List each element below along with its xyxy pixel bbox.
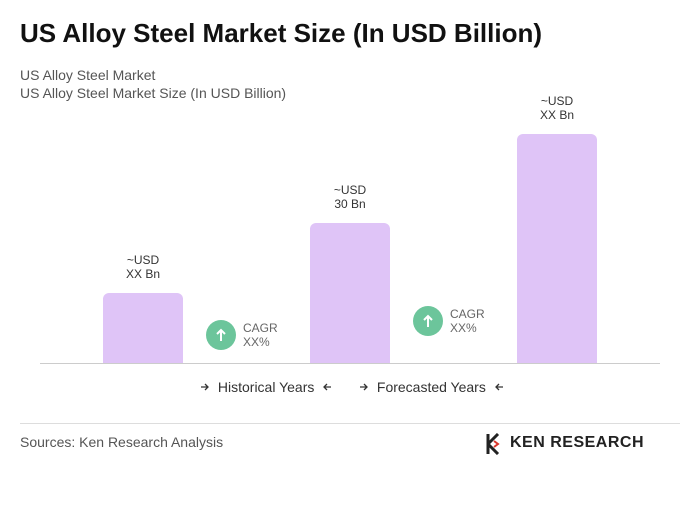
separator	[20, 423, 680, 424]
source: Sources: Ken Research Analysis	[20, 434, 224, 450]
up-arrow	[216, 328, 226, 341]
value-label: ~USD 30 Bn	[333, 183, 367, 211]
up-arrow	[423, 314, 433, 327]
legend-label: Forecasted Years	[376, 379, 486, 395]
legend-item: Historical Years	[200, 379, 332, 395]
value-label: ~USD XX Bn	[539, 94, 575, 123]
arrow-icon	[494, 383, 503, 391]
subtitle: US Alloy Steel Market	[20, 67, 156, 83]
baseline	[40, 363, 660, 364]
bar	[310, 223, 390, 363]
cagr-label: CAGR XX%	[243, 321, 278, 349]
cagr-icon	[413, 306, 443, 336]
legend-label: Historical Years	[217, 379, 315, 395]
subtitle: US Alloy Steel Market Size (In USD Billi…	[20, 85, 287, 101]
chart-title: US Alloy Steel Market Size (In USD Billi…	[20, 18, 543, 48]
cagr-icon	[206, 320, 236, 350]
bar	[517, 134, 597, 363]
legend-item: Forecasted Years	[359, 379, 504, 395]
logo-text: KEN RESEARCH	[510, 434, 645, 451]
arrow-icon	[201, 383, 209, 391]
arrow-icon	[360, 383, 368, 391]
arrow-icon	[323, 383, 332, 391]
value-label: ~USD XX Bn	[125, 253, 161, 281]
logo-icon	[486, 433, 500, 455]
bar	[103, 293, 183, 363]
cagr-label: CAGR XX%	[450, 307, 485, 335]
